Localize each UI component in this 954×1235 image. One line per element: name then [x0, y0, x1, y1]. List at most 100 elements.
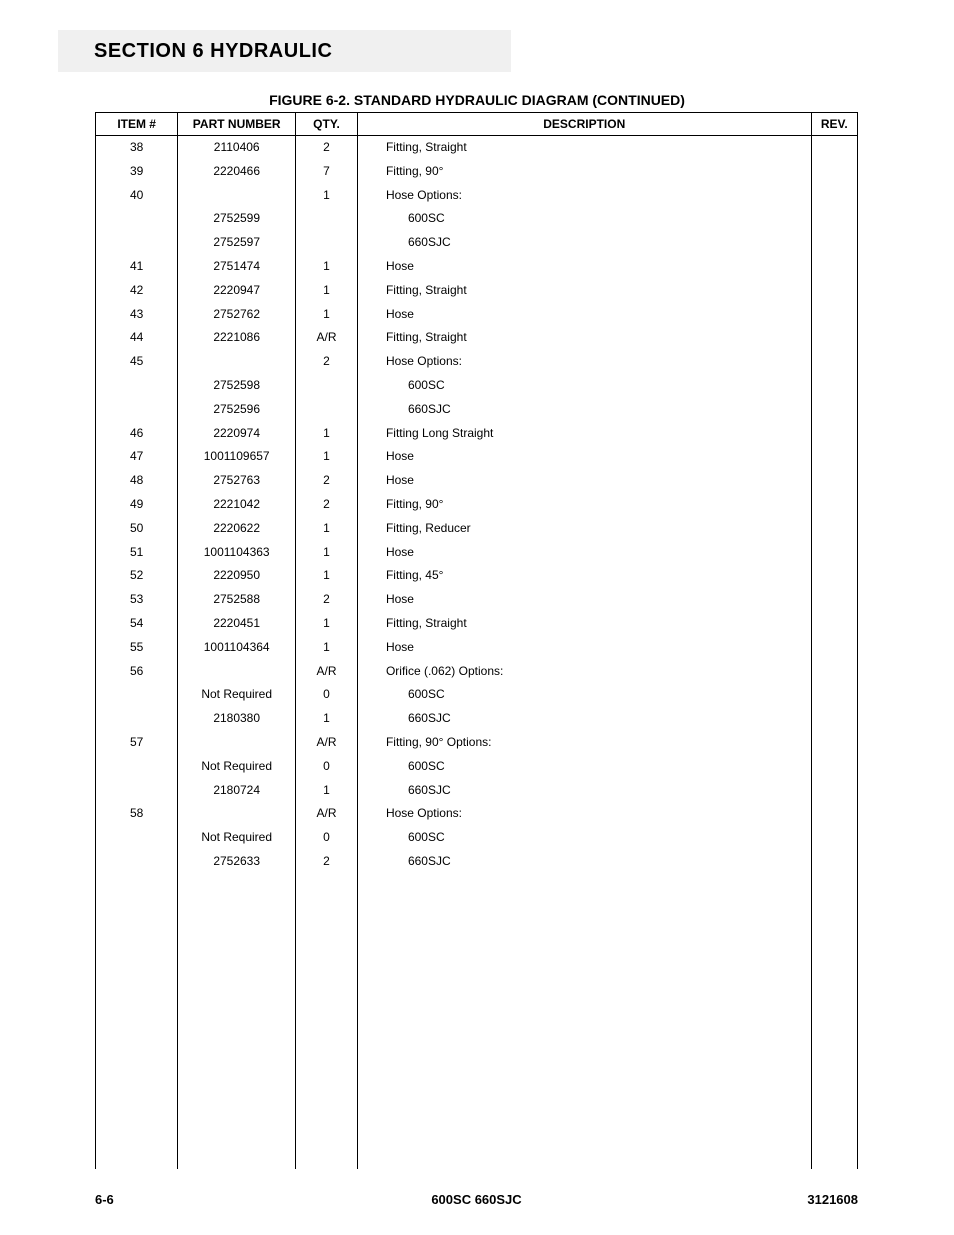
cell-description: Hose	[357, 636, 811, 660]
cell-rev	[811, 779, 857, 803]
cell-qty: 0	[296, 755, 358, 779]
cell-rev	[811, 326, 857, 350]
cell-item: 55	[96, 636, 178, 660]
cell-item: 51	[96, 541, 178, 565]
cell-description: Hose	[357, 255, 811, 279]
cell-qty: 1	[296, 541, 358, 565]
cell-description: 660SJC	[357, 398, 811, 422]
table-row: 401Hose Options:	[96, 184, 857, 208]
table-row: 442221086A/RFitting, Straight	[96, 326, 857, 350]
cell-rev	[811, 541, 857, 565]
cell-rev	[811, 707, 857, 731]
table-row: 4622209741Fitting Long Straight	[96, 422, 857, 446]
table-row: 2752599600SC	[96, 207, 857, 231]
cell-qty: 1	[296, 564, 358, 588]
cell-part-number: 2752599	[178, 207, 296, 231]
cell-rev	[811, 136, 857, 160]
cell-part-number: 2220622	[178, 517, 296, 541]
table-row: 5327525882Hose	[96, 588, 857, 612]
cell-qty: 1	[296, 779, 358, 803]
cell-item: 46	[96, 422, 178, 446]
cell-item	[96, 755, 178, 779]
cell-qty: A/R	[296, 802, 358, 826]
table-row: 4127514741Hose	[96, 255, 857, 279]
cell-part-number: 2751474	[178, 255, 296, 279]
cell-description: 600SC	[357, 683, 811, 707]
table-row: 27526332660SJC	[96, 850, 857, 874]
cell-item: 54	[96, 612, 178, 636]
cell-rev	[811, 255, 857, 279]
filler-cell	[96, 874, 178, 1169]
cell-part-number: 2220950	[178, 564, 296, 588]
filler-cell	[357, 874, 811, 1169]
cell-qty	[296, 398, 358, 422]
cell-rev	[811, 517, 857, 541]
cell-part-number: 2220466	[178, 160, 296, 184]
cell-part-number: Not Required	[178, 826, 296, 850]
table-row: Not Required0600SC	[96, 683, 857, 707]
cell-rev	[811, 207, 857, 231]
cell-part-number: 2221042	[178, 493, 296, 517]
section-title: SECTION 6 HYDRAULIC	[94, 40, 332, 63]
cell-rev	[811, 469, 857, 493]
col-header-desc: DESCRIPTION	[357, 113, 811, 136]
cell-item	[96, 374, 178, 398]
cell-item	[96, 707, 178, 731]
cell-qty: 1	[296, 422, 358, 446]
cell-description: Fitting, 90°	[357, 160, 811, 184]
cell-item: 52	[96, 564, 178, 588]
filler-cell	[811, 874, 857, 1169]
cell-description: Hose	[357, 541, 811, 565]
cell-item: 53	[96, 588, 178, 612]
cell-item: 43	[96, 303, 178, 327]
cell-part-number: 2110406	[178, 136, 296, 160]
cell-description: Hose Options:	[357, 802, 811, 826]
cell-rev	[811, 731, 857, 755]
cell-rev	[811, 493, 857, 517]
filler-cell	[296, 874, 358, 1169]
cell-qty: 0	[296, 683, 358, 707]
cell-description: Hose	[357, 588, 811, 612]
cell-item	[96, 683, 178, 707]
table-row: 4827527632Hose	[96, 469, 857, 493]
table-row: Not Required0600SC	[96, 755, 857, 779]
table-row: 4710011096571Hose	[96, 445, 857, 469]
cell-rev	[811, 850, 857, 874]
cell-part-number: 2752598	[178, 374, 296, 398]
cell-part-number: 2752633	[178, 850, 296, 874]
cell-part-number: 2752762	[178, 303, 296, 327]
cell-description: Fitting, 90°	[357, 493, 811, 517]
table-row: 2752596660SJC	[96, 398, 857, 422]
cell-item: 44	[96, 326, 178, 350]
cell-description: Hose	[357, 445, 811, 469]
cell-description: 600SC	[357, 374, 811, 398]
cell-part-number: 2220947	[178, 279, 296, 303]
table-row: Not Required0600SC	[96, 826, 857, 850]
cell-part-number: 1001109657	[178, 445, 296, 469]
cell-qty: 1	[296, 445, 358, 469]
cell-item: 41	[96, 255, 178, 279]
cell-item	[96, 826, 178, 850]
cell-part-number: 2220974	[178, 422, 296, 446]
cell-description: Hose Options:	[357, 350, 811, 374]
table-filler-row	[96, 874, 857, 1169]
cell-qty: 2	[296, 588, 358, 612]
table-row: 21803801660SJC	[96, 707, 857, 731]
cell-part-number: 1001104364	[178, 636, 296, 660]
cell-part-number	[178, 184, 296, 208]
cell-qty: 2	[296, 850, 358, 874]
table-row: 2752598 600SC	[96, 374, 857, 398]
cell-qty: 2	[296, 136, 358, 160]
cell-qty: A/R	[296, 660, 358, 684]
cell-description: Fitting, Straight	[357, 136, 811, 160]
cell-item: 50	[96, 517, 178, 541]
cell-item: 40	[96, 184, 178, 208]
cell-qty: 1	[296, 517, 358, 541]
table-row: 58A/RHose Options:	[96, 802, 857, 826]
cell-qty: 2	[296, 350, 358, 374]
cell-rev	[811, 184, 857, 208]
cell-rev	[811, 445, 857, 469]
cell-part-number	[178, 802, 296, 826]
cell-item: 47	[96, 445, 178, 469]
cell-description: Hose	[357, 303, 811, 327]
